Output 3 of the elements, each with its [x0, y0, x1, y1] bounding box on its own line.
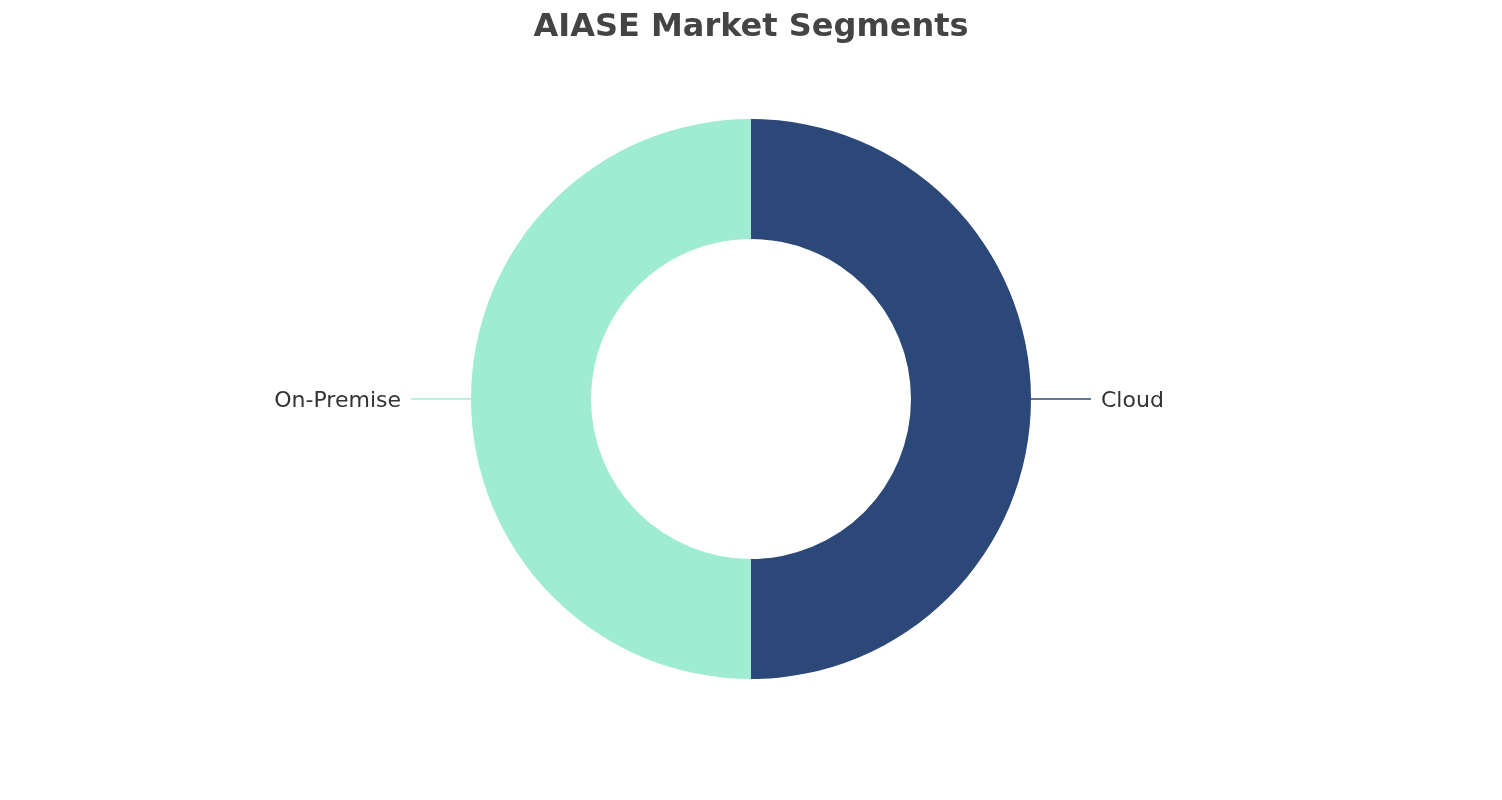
slice-label: On-Premise: [274, 386, 401, 412]
slice-label: Cloud: [1101, 386, 1164, 412]
chart-title: AIASE Market Segments: [533, 6, 969, 44]
